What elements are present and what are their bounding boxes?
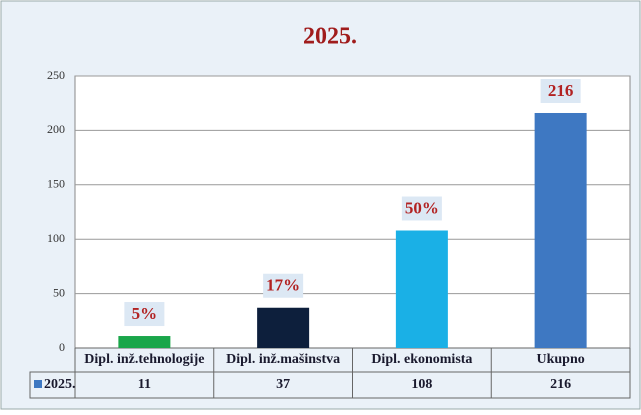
x-tick-label: Dipl. inž.mašinstva — [226, 352, 340, 367]
table-value: 108 — [411, 377, 432, 392]
y-tick-label: 250 — [47, 68, 65, 82]
legend-key — [34, 380, 42, 388]
annotation-box — [124, 302, 165, 327]
annotation-box — [263, 273, 304, 298]
annotation: 50% — [405, 198, 439, 217]
bar — [257, 307, 310, 348]
y-tick-label: 150 — [47, 177, 65, 191]
table-value: 216 — [550, 377, 571, 392]
annotation: 5% — [132, 304, 158, 323]
annotation-box — [540, 78, 581, 103]
annotation: 17% — [266, 276, 300, 295]
bar — [395, 230, 448, 348]
x-tick-label: Dipl. ekonomista — [371, 352, 472, 367]
annotation-box — [401, 196, 442, 221]
x-tick-label: Dipl. inž.tehnologije — [84, 352, 204, 367]
annotation: 216 — [548, 81, 574, 100]
table-value: 37 — [276, 377, 290, 392]
chart-title: 2025. — [303, 24, 357, 50]
legend-label: 2025. — [44, 377, 76, 392]
y-tick-label: 0 — [59, 340, 65, 354]
bar — [118, 336, 171, 348]
x-tick-label: Ukupno — [536, 352, 584, 367]
bar — [534, 112, 587, 348]
table-value: 11 — [138, 377, 151, 392]
y-tick-label: 100 — [47, 231, 65, 245]
y-tick-label: 50 — [53, 285, 65, 299]
y-tick-label: 200 — [47, 122, 65, 136]
